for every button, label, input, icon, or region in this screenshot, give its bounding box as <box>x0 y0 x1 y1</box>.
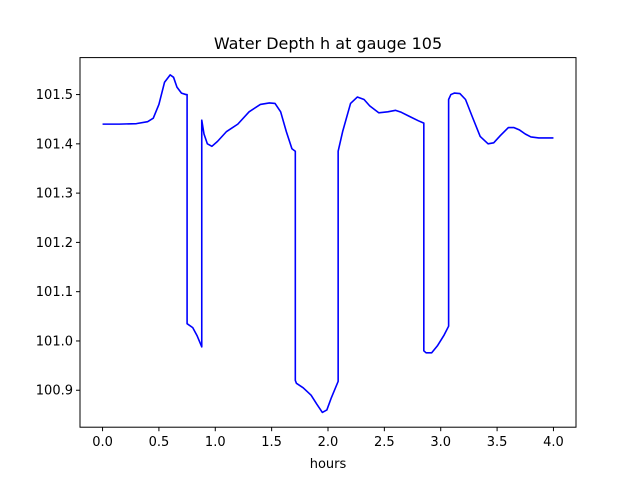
x-tick-label: 3.5 <box>487 435 508 450</box>
x-tick-label: 1.0 <box>205 435 226 450</box>
plot-area <box>102 74 554 414</box>
y-tick-label: 101.3 <box>36 187 73 202</box>
series-line-1 <box>102 74 554 414</box>
y-tick-label: 101.2 <box>36 236 73 251</box>
y-axis: 100.9 101.0 101.1 101.2 101.3 101.4 101.5 <box>36 88 80 399</box>
x-tick-label: 4.0 <box>543 435 564 450</box>
y-tick-label: 100.9 <box>36 384 73 399</box>
x-tick-label: 1.5 <box>261 435 282 450</box>
x-tick-label: 3.0 <box>430 435 451 450</box>
chart-title: Water Depth h at gauge 105 <box>214 34 442 53</box>
y-tick-label: 101.1 <box>36 285 73 300</box>
axes-frame <box>79 57 577 428</box>
y-tick-label: 101.0 <box>36 334 73 349</box>
x-tick-label: 2.0 <box>318 435 339 450</box>
x-axis: 0.0 0.5 1.0 1.5 2.0 2.5 3.0 3.5 4.0 <box>92 427 564 450</box>
y-tick-label: 101.4 <box>36 137 73 152</box>
x-axis-label: hours <box>310 457 347 472</box>
x-tick-label: 0.0 <box>92 435 113 450</box>
y-tick-label: 101.5 <box>36 88 73 103</box>
x-tick-label: 0.5 <box>149 435 170 450</box>
x-tick-label: 2.5 <box>374 435 395 450</box>
